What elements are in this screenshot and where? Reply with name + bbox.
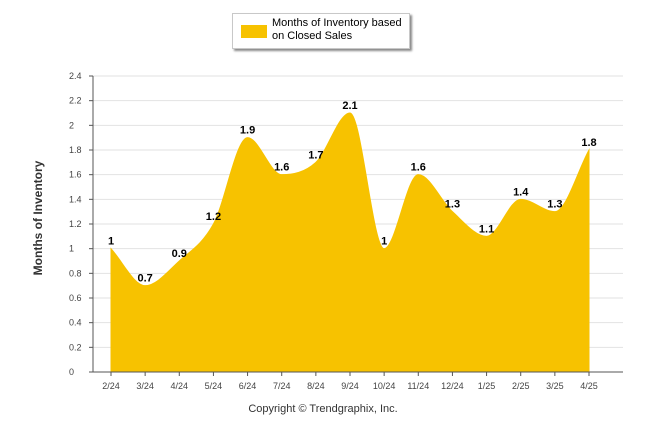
y-axis-title: Months of Inventory [31, 160, 45, 275]
data-label: 1 [381, 236, 387, 248]
y-tick-label: 0.4 [69, 318, 82, 328]
data-label: 1.3 [445, 199, 460, 211]
y-tick-label: 0.2 [69, 342, 82, 352]
x-tick-label: 12/24 [441, 381, 464, 391]
data-label: 1.6 [411, 162, 426, 174]
legend-label: Months of Inventory based on Closed Sale… [272, 17, 402, 42]
data-label: 0.9 [172, 248, 187, 260]
x-tick-label: 5/24 [205, 381, 223, 391]
data-label: 1.4 [513, 186, 529, 198]
y-tick-label: 2.2 [69, 96, 82, 106]
y-tick-label: 1.6 [69, 170, 82, 180]
data-label: 1.1 [479, 223, 494, 235]
area-fill [110, 112, 590, 373]
y-tick-label: 1 [69, 244, 74, 254]
x-tick-label: 11/24 [407, 381, 429, 391]
x-tick-label: 9/24 [341, 381, 359, 391]
y-tick-label: 2.4 [69, 71, 82, 81]
y-tick-label: 2 [69, 120, 74, 130]
data-label: 1.6 [274, 162, 289, 174]
area-series [110, 112, 590, 373]
data-label: 1.9 [240, 125, 255, 137]
x-tick-labels: 2/24 3/24 4/24 5/24 6/24 7/24 8/24 9/24 10/24 11/… [102, 372, 598, 391]
data-label: 1.8 [581, 137, 596, 149]
y-tick-labels: 0 0.2 0.4 0.6 0.8 1 1.2 1.4 1.6 1.8 2 2.2 2.4 [69, 71, 93, 377]
copyright-text: Copyright © Trendgraphix, Inc. [248, 403, 398, 415]
legend: Months of Inventory based on Closed Sale… [232, 13, 410, 49]
x-tick-label: 10/24 [373, 381, 396, 391]
data-labels: 1 0.7 0.9 1.2 1.9 1.6 1.7 2.1 1 1.6 1.3 1.1 1.4 1.3 1.… [108, 100, 597, 285]
y-tick-label: 1.4 [69, 194, 82, 204]
y-tick-label: 0.8 [69, 268, 82, 278]
x-tick-label: 4/25 [580, 381, 598, 391]
x-tick-label: 6/24 [239, 381, 257, 391]
legend-swatch [241, 25, 267, 38]
x-tick-label: 4/24 [171, 381, 189, 391]
x-tick-label: 7/24 [273, 381, 291, 391]
data-label: 1.3 [547, 199, 562, 211]
x-tick-label: 8/24 [307, 381, 325, 391]
data-label: 1.7 [308, 149, 323, 161]
x-tick-label: 2/24 [102, 381, 120, 391]
y-tick-label: 0.6 [69, 293, 82, 303]
data-label: 0.7 [137, 273, 152, 285]
x-tick-label: 3/24 [136, 381, 154, 391]
y-tick-label: 1.8 [69, 145, 82, 155]
x-tick-label: 1/25 [478, 381, 496, 391]
x-tick-label: 2/25 [512, 381, 530, 391]
data-label: 1.2 [206, 211, 221, 223]
data-label: 1 [108, 236, 114, 248]
y-tick-label: 1.2 [69, 219, 82, 229]
x-tick-label: 3/25 [546, 381, 564, 391]
y-tick-label: 0 [69, 367, 74, 377]
data-label: 2.1 [342, 100, 357, 112]
